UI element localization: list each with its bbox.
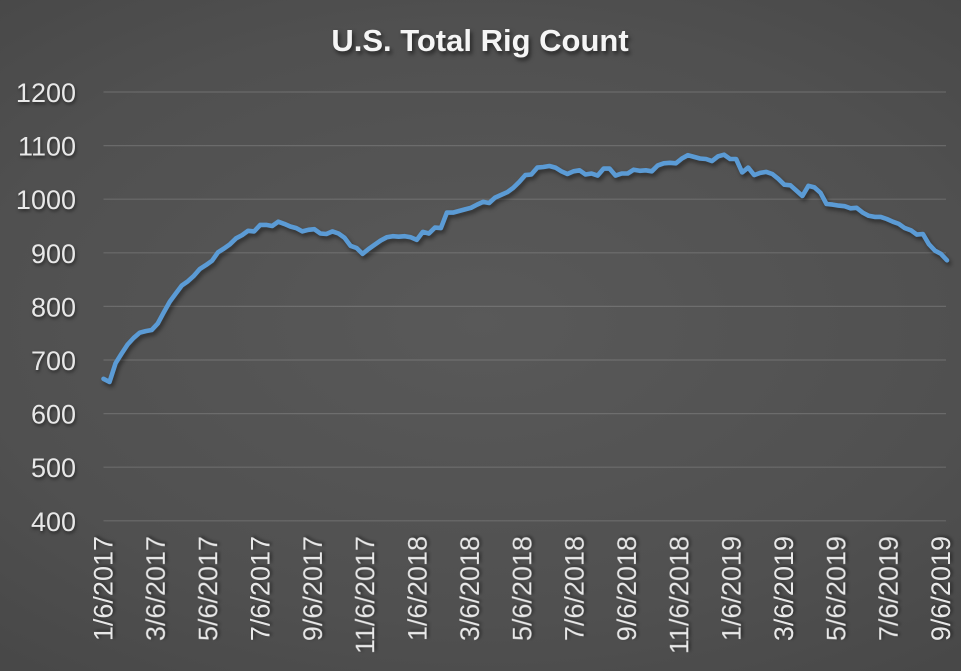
chart-title: U.S. Total Rig Count (331, 23, 628, 58)
x-axis-tick-label: 7/6/2018 (560, 536, 590, 641)
y-axis-tick-label: 400 (31, 507, 76, 537)
x-axis-tick-label: 9/6/2018 (612, 536, 642, 641)
x-axis-tick-label: 1/6/2017 (89, 536, 119, 641)
y-axis-tick-label: 1200 (16, 78, 76, 108)
y-axis-tick-label: 1000 (16, 185, 76, 215)
x-axis-tick-label: 11/6/2018 (664, 536, 694, 654)
x-axis-tick-label: 3/6/2019 (769, 536, 799, 641)
x-axis-tick-label: 1/6/2018 (403, 536, 433, 641)
y-axis-tick-label: 500 (31, 453, 76, 483)
x-axis-tick-label: 1/6/2019 (717, 536, 747, 641)
y-axis-tick-label: 900 (31, 239, 76, 269)
y-axis-tick-label: 600 (31, 400, 76, 430)
x-axis-tick-label: 9/6/2017 (298, 536, 328, 641)
y-axis-tick-label: 1100 (18, 132, 76, 162)
x-axis-tick-labels: 1/6/2017 3/6/2017 5/6/2017 7/6/2017 9/6/2017… (89, 536, 957, 654)
x-axis-tick-label: 9/6/2019 (926, 536, 956, 641)
x-axis-tick-label: 3/6/2017 (141, 536, 171, 641)
x-axis-tick-label: 5/6/2018 (507, 536, 537, 641)
gridlines (103, 91, 946, 522)
x-axis-tick-label: 11/6/2017 (350, 536, 380, 654)
x-axis-tick-label: 5/6/2019 (821, 536, 851, 641)
x-axis-tick-label: 3/6/2018 (455, 536, 485, 641)
x-axis-tick-label: 5/6/2017 (193, 536, 223, 641)
x-axis-tick-label: 7/6/2019 (874, 536, 904, 641)
y-axis-tick-labels: 400 500 600 700 800 900 1000 1100 1200 (16, 78, 76, 537)
rig-count-line-series (101, 152, 950, 385)
y-axis-tick-label: 700 (31, 346, 76, 376)
y-axis-tick-label: 800 (31, 292, 76, 322)
x-axis-tick-label: 7/6/2017 (246, 536, 276, 641)
